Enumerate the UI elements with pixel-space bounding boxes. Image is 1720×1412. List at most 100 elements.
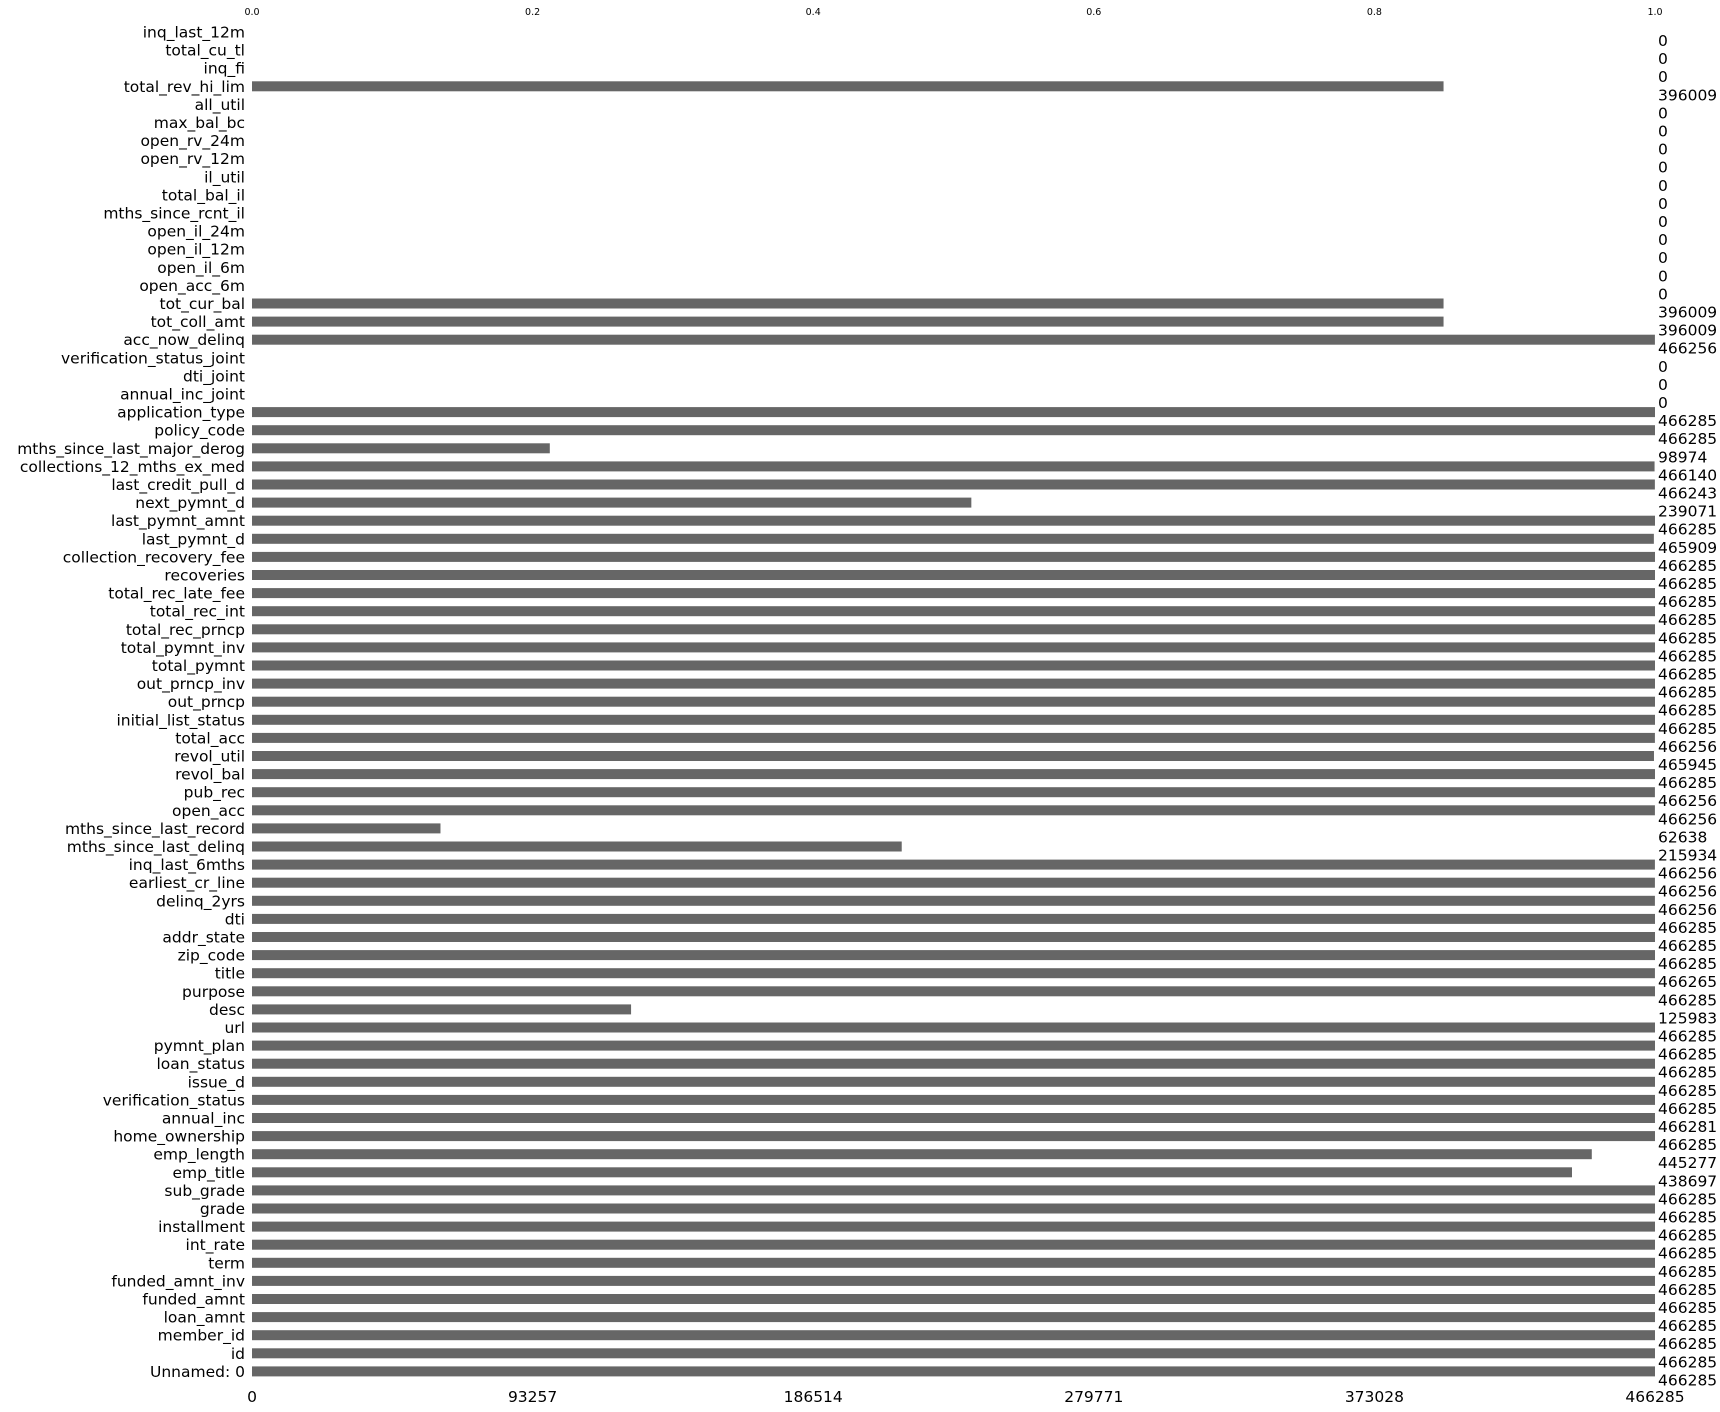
bar	[252, 624, 1655, 635]
bar	[252, 823, 441, 834]
count-label: 466285	[1658, 1335, 1717, 1353]
bar	[252, 1185, 1655, 1196]
count-label: 466285	[1658, 647, 1717, 665]
bar	[252, 841, 902, 852]
bar	[252, 479, 1655, 490]
column-label: issue_d	[188, 1073, 245, 1092]
column-label: home_ownership	[113, 1128, 245, 1147]
bar	[252, 1348, 1655, 1359]
count-label: 466285	[1658, 937, 1717, 955]
count-label: 466285	[1658, 1028, 1717, 1046]
count-label: 0	[1658, 249, 1668, 267]
column-label: delinq_2yrs	[156, 892, 245, 911]
column-label: open_rv_12m	[140, 150, 245, 169]
bar	[252, 642, 1655, 653]
column-label: funded_amnt	[142, 1291, 245, 1310]
column-label: zip_code	[178, 947, 245, 966]
column-label: collection_recovery_fee	[63, 548, 245, 567]
bar	[252, 696, 1655, 707]
bar	[252, 334, 1655, 345]
bar	[252, 588, 1655, 599]
bar	[252, 606, 1655, 617]
count-label: 0	[1658, 159, 1668, 177]
bottom-tick-label: 466285	[1625, 1388, 1684, 1406]
bar	[252, 877, 1655, 888]
column-label: total_rec_prncp	[126, 621, 245, 640]
column-label: verification_status_joint	[61, 349, 245, 368]
column-label: all_util	[195, 96, 245, 115]
count-label: 466256	[1658, 738, 1717, 756]
count-label: 445277	[1658, 1154, 1717, 1172]
bar	[252, 1131, 1655, 1142]
count-label: 396009	[1658, 86, 1717, 104]
bar	[252, 1257, 1655, 1268]
bar	[252, 425, 1655, 436]
count-label: 466256	[1658, 883, 1717, 901]
count-label: 0	[1658, 177, 1668, 195]
count-label: 0	[1658, 231, 1668, 249]
count-label: 215934	[1658, 847, 1717, 865]
column-label: tot_cur_bal	[160, 295, 246, 314]
count-label: 466285	[1658, 684, 1717, 702]
count-label: 466285	[1658, 557, 1717, 575]
column-label: max_bal_bc	[154, 114, 245, 133]
bar	[252, 859, 1655, 870]
count-label: 98974	[1658, 448, 1707, 466]
column-label: inq_last_12m	[143, 24, 245, 43]
count-label: 466285	[1658, 1190, 1717, 1208]
column-label: total_bal_il	[162, 186, 245, 205]
bottom-axis-ticks: 0 93257 186514 279771 373028 466285	[247, 1388, 1685, 1406]
bar	[252, 461, 1655, 472]
count-label: 396009	[1658, 322, 1717, 340]
bar	[252, 298, 1444, 309]
column-label: total_rec_int	[150, 603, 245, 622]
column-label: policy_code	[154, 422, 245, 441]
bar	[252, 1022, 1655, 1033]
top-tick-label: 0.8	[1367, 7, 1382, 18]
bar	[252, 515, 1655, 526]
column-label: dti	[225, 910, 245, 928]
bar	[252, 407, 1655, 418]
column-label: title	[215, 965, 245, 983]
column-label: acc_now_delinq	[123, 331, 245, 350]
bar	[252, 1294, 1655, 1304]
column-labels: inq_last_12mtotal_cu_tlinq_fitotal_rev_h…	[17, 24, 245, 1381]
bar	[252, 497, 972, 508]
bar	[252, 1330, 1655, 1341]
count-label: 0	[1658, 358, 1668, 376]
column-label: term	[208, 1254, 245, 1272]
bar	[252, 950, 1655, 961]
count-label: 466256	[1658, 792, 1717, 810]
bars	[252, 81, 1655, 1377]
column-label: open_acc_6m	[139, 277, 245, 296]
column-label: annual_inc_joint	[120, 386, 245, 405]
bar	[252, 1312, 1655, 1323]
bar	[252, 660, 1655, 671]
count-label: 466285	[1658, 1209, 1717, 1227]
count-label: 125983	[1658, 1009, 1717, 1027]
bottom-tick-label: 373028	[1345, 1388, 1404, 1406]
count-label: 466285	[1658, 666, 1717, 684]
column-label: purpose	[182, 983, 245, 1001]
column-label: annual_inc	[162, 1110, 245, 1129]
column-label: last_credit_pull_d	[111, 476, 245, 495]
bottom-tick-label: 279771	[1064, 1388, 1123, 1406]
count-label: 465909	[1658, 539, 1717, 557]
count-label: 466285	[1658, 919, 1717, 937]
count-label: 438697	[1658, 1172, 1717, 1190]
top-tick-label: 0.2	[525, 7, 540, 18]
count-label: 0	[1658, 213, 1668, 231]
column-label: pymnt_plan	[154, 1037, 245, 1056]
bar	[252, 533, 1654, 544]
count-label: 466285	[1658, 702, 1717, 720]
count-label: 0	[1658, 394, 1668, 412]
column-label: grade	[200, 1200, 245, 1218]
bar	[252, 769, 1655, 780]
count-label: 466285	[1658, 1281, 1717, 1299]
column-label: loan_amnt	[164, 1309, 245, 1328]
count-labels: 0003960090000000000039600939600946625600…	[1658, 32, 1717, 1389]
column-label: last_pymnt_d	[142, 530, 245, 549]
bar	[252, 1366, 1655, 1377]
column-label: sub_grade	[164, 1182, 245, 1201]
